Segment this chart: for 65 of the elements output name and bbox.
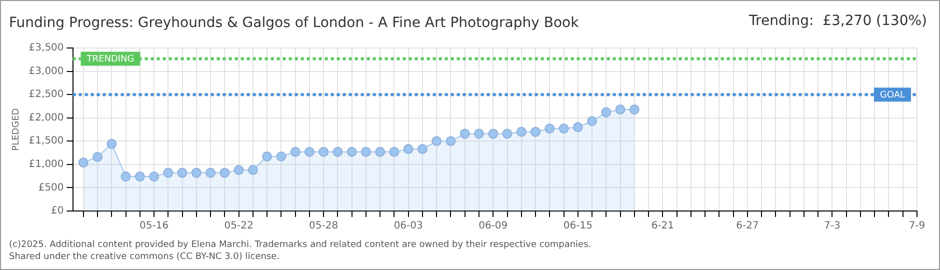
x-tick-label: 06-09 <box>478 220 508 232</box>
point <box>206 168 216 178</box>
chart-title: Funding Progress: Greyhounds & Galgos of London - A Fine Art Photography Book <box>9 15 579 31</box>
point <box>403 144 414 154</box>
point <box>587 116 598 126</box>
point <box>572 122 583 132</box>
point <box>488 128 498 139</box>
point <box>248 165 258 176</box>
point <box>558 124 569 134</box>
point <box>191 168 202 178</box>
point <box>502 128 512 139</box>
point <box>262 152 272 162</box>
x-tick-label: 7-9 <box>908 220 926 232</box>
point <box>530 126 541 137</box>
y-tick-label: £1,500 <box>28 136 64 147</box>
point <box>220 168 230 178</box>
point <box>290 146 300 157</box>
point <box>332 146 343 157</box>
x-tick-label: 05-16 <box>140 220 169 232</box>
ref-line-label: TRENDING <box>86 54 134 65</box>
y-tick-label: £2,000 <box>28 112 64 124</box>
point <box>120 172 131 182</box>
point <box>417 144 428 154</box>
x-tick-label: 6-27 <box>736 220 759 232</box>
x-tick-label: 6-21 <box>651 220 674 232</box>
x-tick-label: 05-22 <box>224 220 254 232</box>
point <box>601 107 612 118</box>
y-tick-label: £500 <box>38 182 64 194</box>
point <box>360 146 371 157</box>
point <box>629 104 640 114</box>
y-tick-label: £2,500 <box>28 89 64 100</box>
point <box>544 124 555 134</box>
point <box>149 172 160 182</box>
point <box>375 146 386 157</box>
x-tick-label: 06-15 <box>563 220 592 232</box>
point <box>177 168 188 178</box>
y-axis-title: PLEDGED <box>12 108 22 151</box>
chart-subtitle: Trending: £3,270 (130%) <box>749 13 927 29</box>
point <box>516 126 526 137</box>
point <box>92 152 103 162</box>
point <box>346 146 357 157</box>
point <box>446 136 456 146</box>
x-tick-label: 7-3 <box>824 220 840 232</box>
point <box>106 138 117 149</box>
point <box>78 158 88 168</box>
text: (c)2025. Additional content provided by Elena Marchi. Trademarks and related content are owned by their respective companies. <box>9 239 592 251</box>
point <box>134 172 145 182</box>
y-tick-label: £0 <box>51 206 64 217</box>
x-tick-label: 06-03 <box>394 220 423 232</box>
point <box>276 152 286 162</box>
point <box>318 146 329 157</box>
point <box>460 128 470 139</box>
point <box>389 146 400 157</box>
point <box>474 128 484 139</box>
point <box>304 146 314 157</box>
x-tick-label: 05-28 <box>309 220 338 232</box>
point <box>234 165 244 176</box>
text: Shared under the creative commons (CC BY-NC 3.0) license. <box>9 251 281 263</box>
y-tick-label: £1,000 <box>28 159 64 170</box>
ref-line-label: GOAL <box>880 90 906 100</box>
y-tick-label: £3,500 <box>28 42 64 54</box>
point <box>432 136 442 146</box>
point <box>615 104 626 114</box>
y-tick-label: £3,000 <box>28 66 64 77</box>
point <box>163 168 174 178</box>
